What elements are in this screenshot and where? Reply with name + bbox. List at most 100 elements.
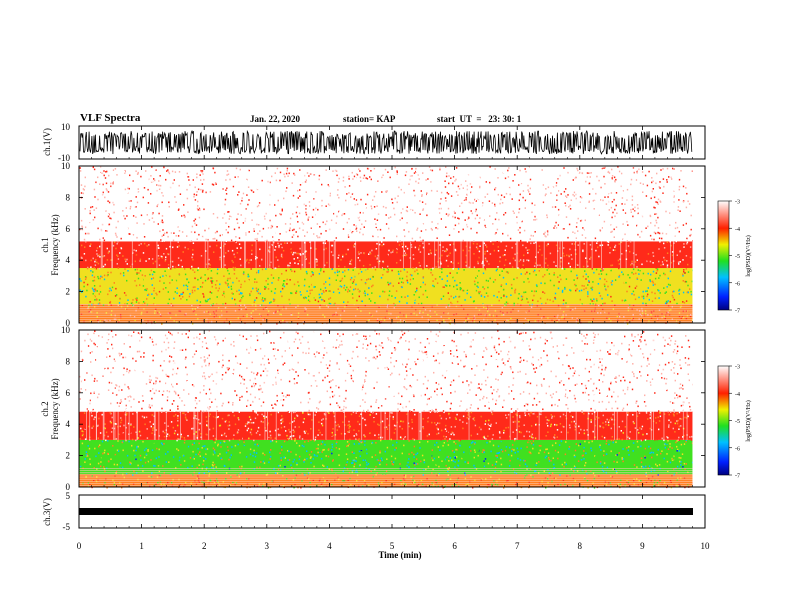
spectrogram-cell [81,228,84,231]
spectrogram-cell [577,254,579,257]
spectrogram-cell [217,292,220,294]
spectrogram-cell [573,195,576,197]
spectrogram-cell [587,265,589,268]
spectrogram-cell [176,292,178,294]
spectrogram-cell [99,256,101,258]
spectrogram-cell [247,273,249,276]
spectrogram-cell [618,263,620,265]
spectrogram-cell [472,208,474,210]
spectrogram-cell [468,258,470,261]
spectrogram-cell [192,310,195,313]
spectrogram-cell [494,203,496,206]
spectrogram-cell [182,317,184,319]
spectrogram-cell [223,275,225,277]
spectrogram-cell [248,279,250,282]
spectrogram-cell [524,317,527,320]
spectrogram-cell [325,281,327,283]
spectrogram-cell [360,241,362,244]
spectrogram-cell [571,258,573,260]
spectrogram-cell [127,211,130,213]
spectrogram-cell [155,291,157,294]
spectrogram-cell [400,212,402,214]
spectrogram-cell [396,171,398,173]
spectrogram-cell [90,206,92,209]
spectrogram-cell [209,267,211,269]
spectrogram-cell [320,288,322,291]
spectrogram-cell [110,182,112,185]
spectrogram-cell [270,172,272,175]
spectrogram-cell [501,307,503,309]
spectrogram-cell [666,196,668,199]
spectrogram-cell [309,205,311,207]
spectrogram-cell [455,175,458,177]
spectrogram-cell [642,191,644,193]
spectrogram-cell [154,167,156,170]
spectrogram-cell [288,260,290,262]
spectrogram-cell [126,253,128,256]
spectrogram-cell [458,227,461,230]
spectrogram-cell [400,188,402,191]
spectrogram-cell [455,191,458,193]
spectrogram-cell [468,298,471,300]
spectrogram-cell [450,195,453,197]
spectrogram-cell [372,199,374,201]
spectrogram-cell [202,173,204,175]
spectrogram-cell [353,175,356,178]
spectrogram-cell [292,253,294,256]
spectrogram-cell [382,205,385,208]
spectrogram-cell [256,237,258,240]
spectrogram-cell [599,208,601,211]
spectrogram-cell [596,242,598,244]
spectrogram-cell [126,258,128,261]
spectrogram-cell [405,254,408,256]
spectrogram-cell [255,308,257,311]
spectrogram-cell [213,251,215,253]
spectrogram-cell [279,179,281,182]
spectrogram-cell [159,276,161,279]
spectrogram-cell [470,191,472,194]
spectrogram-cell [685,300,688,302]
spectrogram-cell [81,223,83,226]
spectrogram-cell [324,209,326,212]
spectrogram-cell [522,185,524,188]
spectrogram-cell [80,249,83,252]
spectrogram-cell [557,314,559,317]
spectrogram-cell [518,203,520,206]
spectrogram-cell [83,189,85,191]
ch1-ytick-bottom: -10 [58,153,70,163]
spectrogram-cell [462,289,465,292]
spectrogram-cell [302,229,304,231]
spectrogram-cell [237,280,239,282]
spectrogram-cell [585,207,587,209]
spectrogram-cell [127,270,129,272]
spectrogram-cell [184,216,186,219]
spectrogram-cell [324,239,326,242]
spectrogram-cell [331,268,333,270]
spectrogram-cell [150,269,153,272]
spectrogram-cell [348,178,350,180]
spectrogram-cell [557,305,560,307]
spectrogram-cell [417,272,419,275]
spectrogram-cell [167,171,170,173]
spectrogram-cell [520,295,523,298]
spectrogram-cell [306,313,309,316]
spectrogram-cell [614,231,616,234]
spectrogram-cell [589,176,591,178]
spectrogram-cell [287,194,289,197]
spectrogram-cell [375,168,378,171]
spectrogram-cell [573,279,575,281]
spectrogram-cell [356,310,359,312]
spectrogram-cell [356,203,359,206]
spectrogram-cell [362,197,364,199]
spectrogram-cell [282,284,284,287]
spectrogram-cell [113,203,115,206]
spectrogram-cell [465,288,467,290]
spectrogram-cell [595,197,597,200]
spectrogram-cell [637,225,639,227]
spectrogram-cell [258,202,261,204]
spectrogram-cell [113,273,115,275]
spectrogram-cell [209,272,211,275]
spectrogram-cell [443,171,445,174]
spectrogram-cell [514,186,516,189]
spectrogram-cell [478,270,480,272]
